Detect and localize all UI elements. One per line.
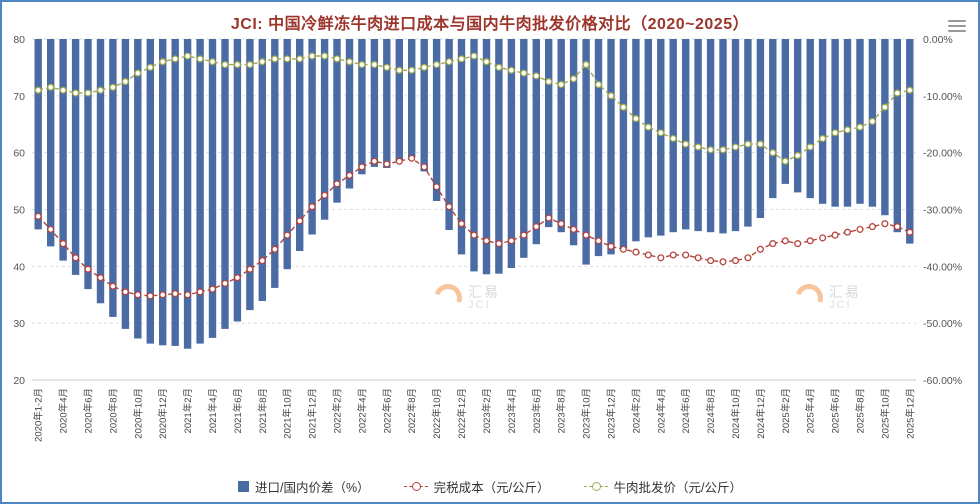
svg-text:80: 80 bbox=[13, 34, 25, 46]
svg-text:2020年12月: 2020年12月 bbox=[157, 388, 169, 439]
svg-text:2024年10月: 2024年10月 bbox=[730, 388, 742, 439]
svg-text:60: 60 bbox=[13, 148, 25, 160]
svg-text:2023年10月: 2023年10月 bbox=[581, 388, 593, 439]
svg-text:2025年2月: 2025年2月 bbox=[780, 388, 792, 433]
jci-logo-icon bbox=[790, 279, 828, 317]
svg-text:2023年4月: 2023年4月 bbox=[506, 388, 518, 433]
bar-series-swatch bbox=[237, 481, 249, 492]
line-series-wholesale-price bbox=[34, 52, 914, 165]
svg-text:2021年4月: 2021年4月 bbox=[207, 388, 219, 433]
svg-text:2024年2月: 2024年2月 bbox=[630, 388, 642, 433]
svg-text:2023年6月: 2023年6月 bbox=[531, 388, 543, 433]
svg-text:2020年4月: 2020年4月 bbox=[58, 388, 70, 433]
hamburger-menu-icon[interactable] bbox=[948, 17, 966, 35]
x-axis-labels: 2020年1-2月 2020年4月 2020年6月 2020年8月 2020年10月 20… bbox=[33, 388, 917, 442]
watermark-text: 汇易 JCI bbox=[829, 285, 861, 311]
left-axis-labels: 80 70 60 50 40 30 20 bbox=[13, 34, 25, 387]
legend-item-price-spread[interactable]: 进口/国内价差（%） bbox=[237, 477, 370, 496]
bar-series-import-domestic-spread bbox=[34, 39, 914, 349]
svg-text:2024年6月: 2024年6月 bbox=[680, 388, 692, 433]
svg-text:2021年12月: 2021年12月 bbox=[307, 388, 319, 439]
svg-text:2022年10月: 2022年10月 bbox=[431, 388, 443, 439]
svg-text:2024年12月: 2024年12月 bbox=[755, 388, 767, 439]
svg-text:2021年8月: 2021年8月 bbox=[257, 388, 269, 433]
svg-text:2022年2月: 2022年2月 bbox=[332, 388, 344, 433]
legend-label-spread: 进口/国内价差（%） bbox=[254, 481, 370, 495]
svg-text:2021年6月: 2021年6月 bbox=[232, 388, 244, 433]
svg-text:2022年8月: 2022年8月 bbox=[406, 388, 418, 433]
right-axis-labels: 0.00% -10.00% -20.00% -30.00% -40.00% -50.00%… bbox=[923, 34, 962, 387]
wholesale-line-marker-icon bbox=[583, 482, 608, 491]
legend-item-duty-paid-cost[interactable]: 完税成本（元/公斤） bbox=[403, 477, 550, 496]
line-series-duty-paid-cost bbox=[34, 154, 914, 300]
svg-text:-10.00%: -10.00% bbox=[923, 91, 962, 103]
svg-text:-20.00%: -20.00% bbox=[923, 148, 962, 160]
svg-text:40: 40 bbox=[13, 261, 25, 273]
svg-text:2023年2月: 2023年2月 bbox=[481, 388, 493, 433]
svg-text:-40.00%: -40.00% bbox=[923, 261, 962, 273]
svg-text:-50.00%: -50.00% bbox=[923, 318, 962, 330]
svg-text:2025年8月: 2025年8月 bbox=[854, 388, 866, 433]
svg-text:2020年1-2月: 2020年1-2月 bbox=[33, 388, 45, 442]
watermark-jci: 汇易 JCI bbox=[429, 279, 500, 317]
svg-text:2024年4月: 2024年4月 bbox=[655, 388, 667, 433]
watermark-text: 汇易 JCI bbox=[468, 285, 500, 311]
svg-text:2022年12月: 2022年12月 bbox=[456, 388, 468, 439]
svg-text:2020年6月: 2020年6月 bbox=[83, 388, 95, 433]
watermark-en: JCI bbox=[829, 298, 852, 311]
svg-text:2025年10月: 2025年10月 bbox=[879, 388, 891, 439]
svg-text:2025年6月: 2025年6月 bbox=[830, 388, 842, 433]
svg-text:-60.00%: -60.00% bbox=[923, 375, 962, 387]
legend-label-wholesale: 牛肉批发价（元/公斤） bbox=[613, 481, 743, 495]
svg-text:2023年8月: 2023年8月 bbox=[556, 388, 568, 433]
legend-item-wholesale-price[interactable]: 牛肉批发价（元/公斤） bbox=[583, 477, 743, 496]
svg-text:-30.00%: -30.00% bbox=[923, 205, 962, 217]
legend-label-cost: 完税成本（元/公斤） bbox=[433, 481, 550, 495]
jci-logo-icon bbox=[429, 279, 467, 317]
svg-text:50: 50 bbox=[13, 205, 25, 217]
svg-text:2021年10月: 2021年10月 bbox=[282, 388, 294, 439]
cost-line-marker-icon bbox=[403, 482, 428, 491]
chart-canvas: 80 70 60 50 40 30 20 0.00% -10.00% -20.00% -30.00%… bbox=[13, 34, 962, 442]
svg-text:20: 20 bbox=[13, 375, 25, 387]
svg-text:2025年4月: 2025年4月 bbox=[805, 388, 817, 433]
watermark-cn: 汇易 bbox=[468, 283, 500, 300]
svg-text:2022年6月: 2022年6月 bbox=[381, 388, 393, 433]
svg-text:2024年8月: 2024年8月 bbox=[705, 388, 717, 433]
watermark-en: JCI bbox=[468, 298, 491, 311]
svg-text:0.00%: 0.00% bbox=[923, 34, 953, 46]
chart-legend: 进口/国内价差（%） 完税成本（元/公斤） 牛肉批发价（元/公斤） bbox=[2, 477, 978, 496]
watermark-cn: 汇易 bbox=[829, 283, 861, 300]
chart-title: JCI: 中国冷鲜冻牛肉进口成本与国内牛肉批发价格对比（2020~2025） bbox=[230, 16, 750, 33]
svg-text:2021年2月: 2021年2月 bbox=[182, 388, 194, 433]
svg-text:2023年12月: 2023年12月 bbox=[605, 388, 617, 439]
svg-text:2020年8月: 2020年8月 bbox=[107, 388, 119, 433]
svg-text:2020年10月: 2020年10月 bbox=[132, 388, 144, 439]
svg-text:2022年4月: 2022年4月 bbox=[356, 388, 368, 433]
watermark-jci: 汇易 JCI bbox=[790, 279, 861, 317]
svg-text:70: 70 bbox=[13, 91, 25, 103]
svg-text:2025年12月: 2025年12月 bbox=[904, 388, 916, 439]
svg-text:30: 30 bbox=[13, 318, 25, 330]
